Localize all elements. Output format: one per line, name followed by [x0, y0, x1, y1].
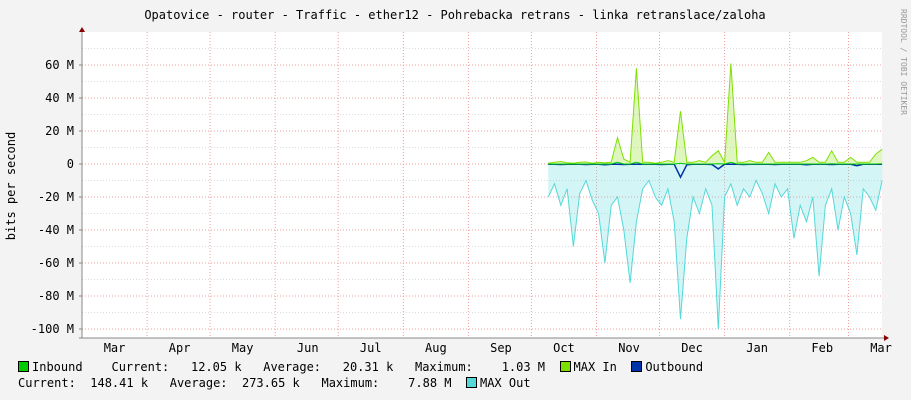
x-tick-label: May — [232, 341, 254, 355]
inbound-average: 20.31 k — [342, 360, 394, 374]
legend-row-2: Current: 148.41 k Average: 273.65 k Maxi… — [18, 376, 531, 391]
series-group — [547, 63, 883, 330]
inbound-current-label: Current: — [111, 360, 170, 374]
x-tick-label: Dec — [681, 341, 703, 355]
max-out-swatch — [465, 377, 477, 388]
inbound-maximum-label: Maximum: — [414, 360, 473, 374]
x-tick-label: Feb — [811, 341, 833, 355]
x-tick-label: Jan — [746, 341, 768, 355]
max-in-line — [548, 63, 883, 165]
grid — [82, 32, 882, 338]
y-tick-label: -60 M — [38, 256, 74, 270]
axes: 60 M 40 M 20 M 0 -20 M -40 M -60 M -80 M -100 M M… — [31, 27, 892, 355]
x-tick-label: Mar — [104, 341, 126, 355]
outbound-current: 148.41 k — [90, 376, 149, 390]
x-tick-label: Oct — [553, 341, 575, 355]
x-tick-label: Aug — [425, 341, 447, 355]
inbound-line — [548, 161, 883, 165]
inbound-maximum: 1.03 M — [501, 360, 546, 374]
x-tick-label: Sep — [490, 341, 512, 355]
max-out-area — [548, 164, 883, 329]
outbound-maximum: 7.88 M — [408, 376, 452, 390]
y-tick-label: -20 M — [38, 190, 74, 204]
y-axis-arrow — [79, 27, 85, 32]
watermark: RRDTOOL / TOBI OETIKER — [899, 9, 908, 115]
y-tick-label: 40 M — [45, 91, 74, 105]
y-tick-label: -80 M — [38, 289, 74, 303]
y-axis-label: bits per second — [4, 132, 18, 240]
inbound-current: 12.05 k — [190, 360, 242, 374]
plot-area — [82, 32, 882, 338]
x-axis-arrow — [884, 335, 889, 341]
x-tick-label: Nov — [618, 341, 640, 355]
max-out-line — [547, 179, 883, 330]
inbound-swatch — [18, 361, 29, 372]
max-in-swatch — [559, 361, 571, 372]
max-in-label: MAX In — [573, 360, 617, 374]
inbound-label: Inbound — [32, 360, 83, 374]
y-tick-label: -40 M — [38, 223, 74, 237]
x-tick-label: Apr — [169, 341, 191, 355]
outbound-average-label: Average: — [169, 376, 228, 390]
y-tick-label: 20 M — [45, 124, 74, 138]
outbound-label: Outbound — [645, 360, 704, 374]
inbound-average-label: Average: — [263, 360, 322, 374]
y-tick-label: 60 M — [45, 58, 74, 72]
y-tick-label: -100 M — [31, 322, 74, 336]
traffic-chart: Opatovice - router - Traffic - ether12 -… — [4, 8, 908, 355]
x-tick-label: Mar — [870, 341, 892, 355]
chart-title: Opatovice - router - Traffic - ether12 -… — [144, 8, 765, 22]
legend-row-1: Inbound Current: 12.05 k Average: 20.31 … — [18, 360, 703, 375]
outbound-average: 273.65 k — [241, 376, 300, 390]
max-out-label: MAX Out — [479, 376, 531, 390]
y-tick-label: 0 — [67, 157, 74, 171]
outbound-swatch — [631, 361, 643, 372]
outbound-maximum-label: Maximum: — [321, 376, 380, 390]
x-tick-label: Jun — [297, 341, 319, 355]
x-tick-label: Jul — [360, 341, 382, 355]
outbound-current-label: Current: — [18, 376, 76, 390]
